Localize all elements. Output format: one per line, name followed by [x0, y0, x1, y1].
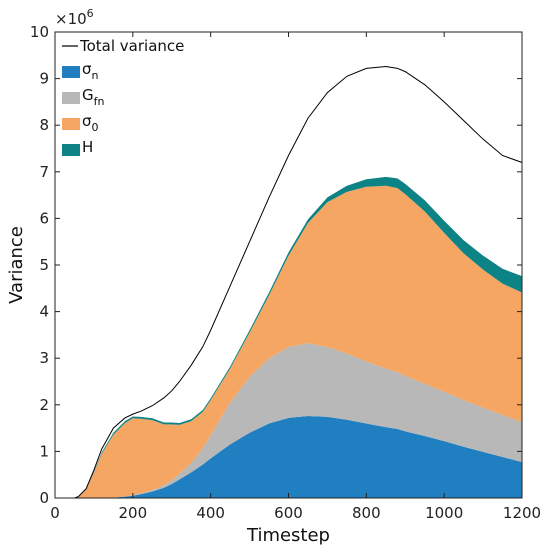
legend-label-3: H	[82, 138, 93, 156]
area-series-0	[55, 415, 522, 498]
y-tick-label: 6	[39, 209, 49, 227]
x-tick-label: 1000	[425, 504, 463, 522]
legend-swatch-1	[62, 92, 80, 104]
y-tick-label: 7	[39, 163, 49, 181]
y-axis-ticks: 0 1 2 3 4 5 6 7 8 9 10	[30, 23, 522, 507]
y-tick-label: 10	[30, 23, 49, 41]
x-tick-label: 600	[274, 504, 303, 522]
y-axis-title: Variance	[6, 226, 27, 304]
legend-swatch-2	[62, 118, 80, 130]
y-tick-label: 4	[39, 303, 49, 321]
x-tick-label: 200	[119, 504, 148, 522]
legend-swatch-3	[62, 144, 80, 156]
x-tick-label: 0	[50, 504, 60, 522]
legend: Total variance σn Gfn σ0 H	[62, 37, 184, 156]
y-tick-label: 0	[39, 489, 49, 507]
x-tick-label: 800	[352, 504, 381, 522]
legend-label-1: Gfn	[82, 86, 104, 108]
y-tick-label: 9	[39, 70, 49, 88]
y-tick-label: 1	[39, 442, 49, 460]
total-variance-line	[55, 65, 523, 499]
legend-label-0: σn	[82, 60, 99, 82]
stacked-areas	[55, 176, 522, 498]
y-axis-multiplier: ×106	[55, 7, 94, 28]
x-tick-label: 400	[196, 504, 225, 522]
area-series-1	[55, 343, 522, 498]
legend-label-total: Total variance	[79, 37, 184, 55]
area-series-2	[55, 185, 522, 498]
legend-swatch-0	[62, 66, 80, 78]
x-tick-label: 1200	[503, 504, 541, 522]
legend-label-2: σ0	[82, 112, 99, 134]
y-tick-label: 3	[39, 349, 49, 367]
y-tick-label: 8	[39, 116, 49, 134]
y-tick-label: 2	[39, 396, 49, 414]
x-axis-ticks: 0 200 400 600 800 1000 1200	[50, 32, 541, 522]
y-tick-label: 5	[39, 256, 49, 274]
x-axis-title: Timestep	[246, 525, 330, 546]
